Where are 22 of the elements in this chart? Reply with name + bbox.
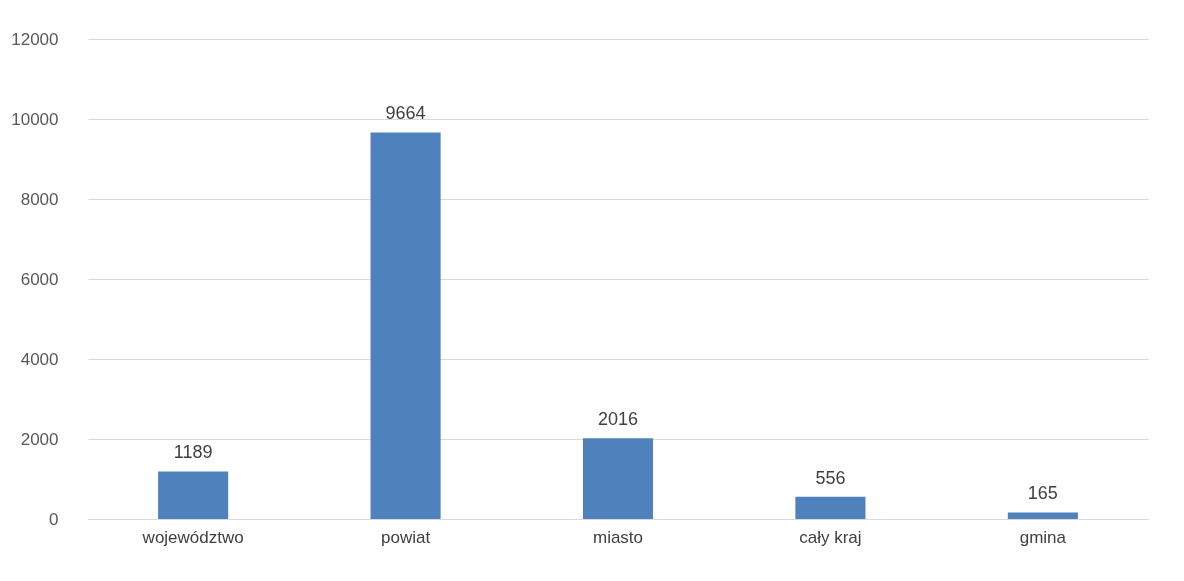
x-tick-label: powiat <box>381 527 431 547</box>
y-tick-label: 0 <box>49 509 59 529</box>
x-tick-label: miasto <box>592 527 644 547</box>
y-tick-label: 10000 <box>11 109 59 129</box>
y-tick-label: 6000 <box>20 269 59 289</box>
x-tick-label: cały kraj <box>799 527 862 547</box>
y-tick-label: 12000 <box>11 29 59 49</box>
data-label: 9664 <box>385 103 426 124</box>
y-tick-label: 8000 <box>20 189 59 209</box>
bar <box>370 132 441 519</box>
data-label: 1189 <box>173 442 213 463</box>
y-tick-label: 4000 <box>20 349 59 369</box>
bar <box>158 471 229 519</box>
bar <box>1007 512 1078 519</box>
data-label: 556 <box>815 467 846 488</box>
y-tick-label: 2000 <box>20 429 59 449</box>
bar <box>795 496 866 519</box>
bar <box>582 438 654 519</box>
data-label: 2016 <box>597 409 639 430</box>
x-tick-label: województwo <box>141 527 244 547</box>
data-label: 165 <box>1027 483 1058 504</box>
x-tick-label: gmina <box>1019 527 1067 547</box>
